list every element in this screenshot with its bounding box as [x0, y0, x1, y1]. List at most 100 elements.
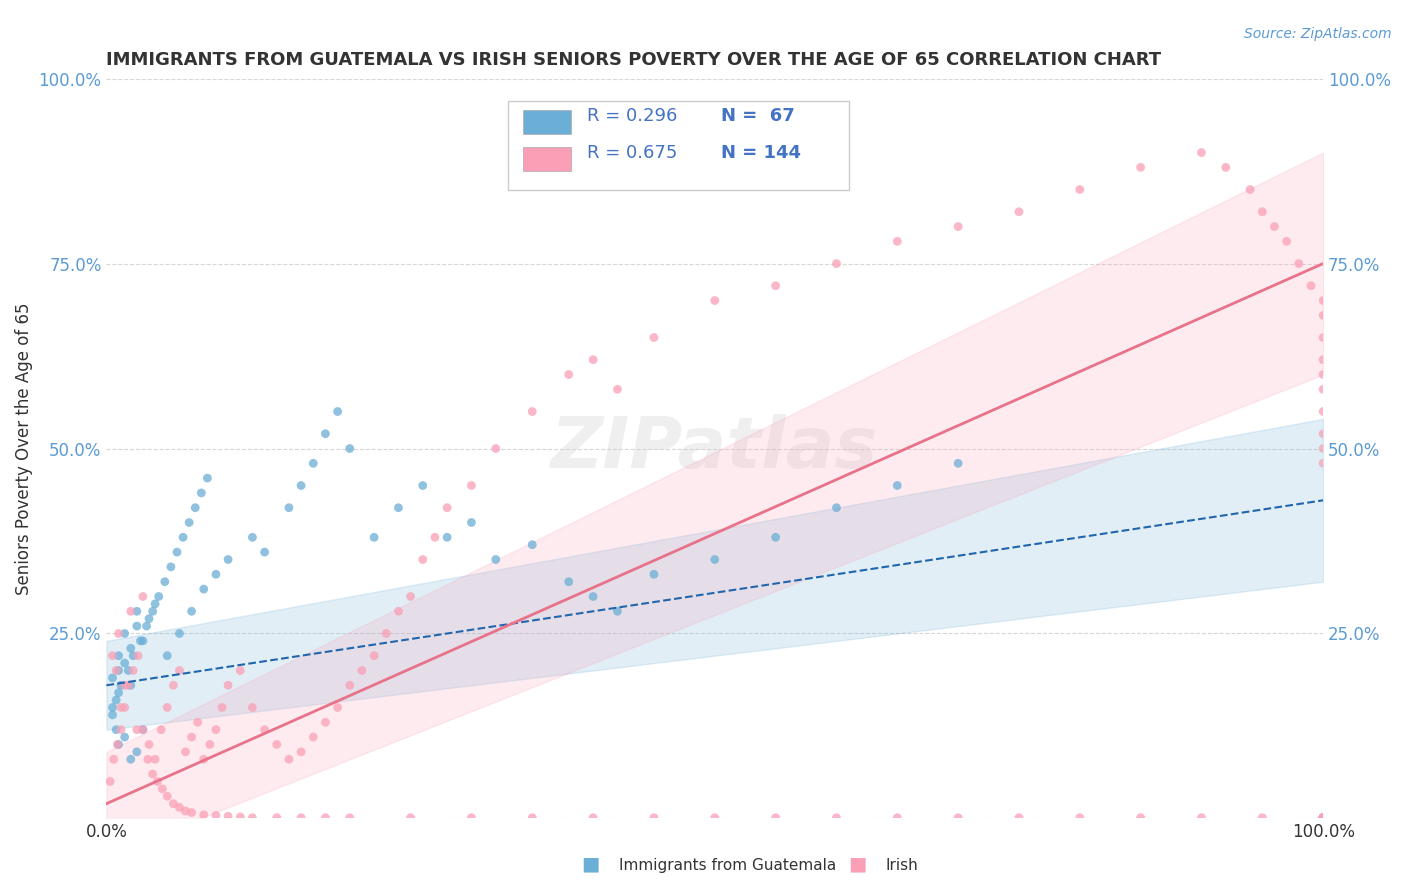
Point	[242, 700, 264, 714]
Point	[1312, 811, 1334, 825]
Point	[187, 715, 209, 730]
Point	[110, 700, 132, 714]
Point	[205, 567, 228, 582]
Point	[114, 730, 136, 744]
Point	[117, 678, 139, 692]
Point	[387, 604, 409, 618]
Point	[290, 811, 312, 825]
Point	[825, 256, 848, 270]
Point	[290, 478, 312, 492]
Point	[460, 478, 482, 492]
Point	[339, 442, 361, 456]
Point	[423, 530, 446, 544]
Point	[703, 552, 725, 566]
Point	[460, 516, 482, 530]
Point	[198, 738, 221, 752]
Text: N = 144: N = 144	[721, 145, 801, 162]
Point	[606, 382, 628, 396]
Point	[172, 530, 194, 544]
Point	[1069, 811, 1091, 825]
Point	[1312, 811, 1334, 825]
Point	[558, 574, 581, 589]
Point	[143, 752, 166, 766]
Point	[1312, 811, 1334, 825]
Point	[122, 664, 145, 678]
Point	[174, 745, 197, 759]
Text: Immigrants from Guatemala: Immigrants from Guatemala	[619, 858, 837, 872]
Point	[314, 811, 336, 825]
Point	[1312, 330, 1334, 344]
Point	[1312, 811, 1334, 825]
Point	[229, 810, 252, 824]
Point	[350, 664, 373, 678]
Point	[180, 805, 202, 820]
Point	[253, 545, 276, 559]
FancyBboxPatch shape	[508, 101, 849, 190]
Point	[886, 235, 908, 249]
Point	[107, 738, 129, 752]
Point	[314, 715, 336, 730]
Point	[765, 811, 787, 825]
Point	[412, 478, 434, 492]
Point	[169, 664, 191, 678]
Point	[117, 664, 139, 678]
FancyBboxPatch shape	[523, 111, 571, 134]
Point	[138, 612, 160, 626]
Point	[205, 808, 228, 822]
Point	[105, 738, 128, 752]
Point	[127, 648, 149, 663]
Point	[1312, 811, 1334, 825]
Point	[1312, 442, 1334, 456]
Point	[1191, 145, 1213, 160]
Point	[98, 774, 121, 789]
Point	[1312, 426, 1334, 441]
Point	[1008, 811, 1031, 825]
Point	[142, 767, 165, 781]
Point	[825, 500, 848, 515]
Point	[703, 811, 725, 825]
Point	[107, 686, 129, 700]
Point	[277, 752, 299, 766]
Point	[190, 486, 212, 500]
Point	[363, 530, 385, 544]
Point	[1312, 811, 1334, 825]
Point	[110, 678, 132, 692]
Point	[1312, 811, 1334, 825]
Point	[114, 678, 136, 692]
Point	[326, 404, 349, 418]
FancyBboxPatch shape	[523, 147, 571, 171]
Point	[180, 730, 202, 744]
Point	[375, 626, 398, 640]
Point	[886, 478, 908, 492]
Point	[1129, 161, 1152, 175]
Point	[132, 723, 155, 737]
Point	[211, 700, 233, 714]
Text: ZIPatlas: ZIPatlas	[551, 414, 879, 483]
Point	[266, 811, 288, 825]
Point	[522, 404, 544, 418]
Point	[150, 723, 173, 737]
Point	[412, 552, 434, 566]
Point	[290, 745, 312, 759]
Point	[460, 811, 482, 825]
Point	[765, 278, 787, 293]
Text: ■: ■	[581, 855, 600, 873]
Point	[703, 293, 725, 308]
Text: IMMIGRANTS FROM GUATEMALA VS IRISH SENIORS POVERTY OVER THE AGE OF 65 CORRELATIO: IMMIGRANTS FROM GUATEMALA VS IRISH SENIO…	[107, 51, 1161, 69]
Point	[107, 664, 129, 678]
Point	[105, 723, 128, 737]
Point	[1069, 183, 1091, 197]
Point	[242, 811, 264, 825]
Point	[1275, 235, 1298, 249]
Point	[643, 567, 665, 582]
Point	[129, 633, 152, 648]
Point	[103, 752, 125, 766]
Point	[143, 597, 166, 611]
Point	[193, 582, 215, 596]
Text: N =  67: N = 67	[721, 107, 794, 126]
Point	[339, 678, 361, 692]
Point	[1288, 256, 1310, 270]
Point	[339, 811, 361, 825]
Point	[174, 804, 197, 818]
Point	[1312, 811, 1334, 825]
